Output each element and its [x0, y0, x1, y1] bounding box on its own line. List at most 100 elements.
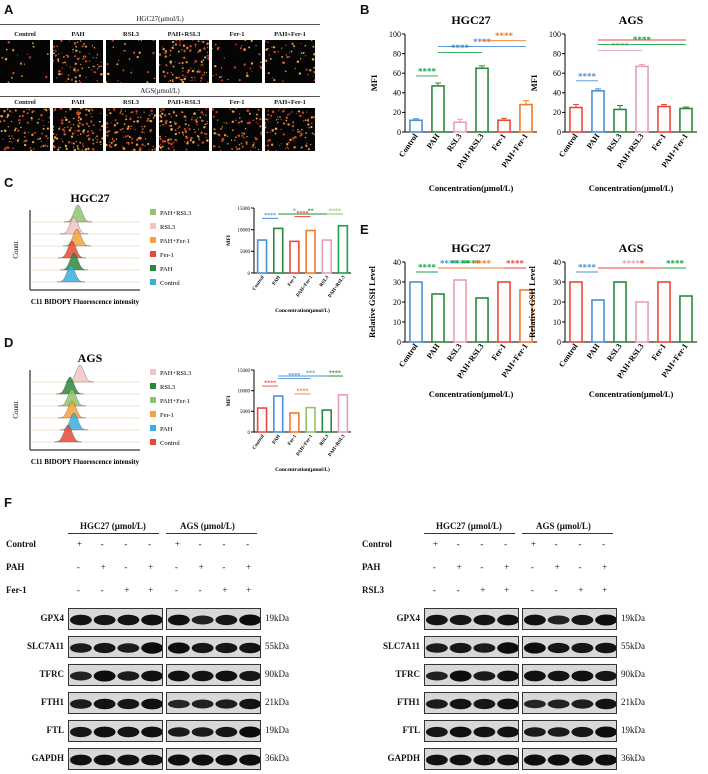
bar-1: [431, 85, 445, 133]
wb-blot-strip: [522, 748, 617, 770]
micro-row2-title: AGS(μmol/L): [140, 87, 180, 95]
wb-sign: -: [148, 539, 152, 549]
wb-protein-label: FTH1: [396, 697, 420, 707]
legend-swatch: [150, 223, 156, 229]
wb-condition-label: Fer-1: [6, 585, 27, 595]
y-tick-label: 10: [553, 318, 561, 327]
bar-2: [453, 121, 467, 133]
wb-protein-label: GPX4: [396, 613, 421, 623]
bar-0: [569, 281, 583, 343]
wb-header-underline: [68, 533, 159, 534]
micro-label: Fer-1: [229, 99, 245, 106]
wb-protein-label: GAPDH: [31, 753, 65, 763]
wb-protein-label: FTH1: [40, 697, 64, 707]
micro-image-ags-4: Fer-1: [211, 99, 263, 152]
panel-label-b: B: [360, 2, 370, 17]
wb-sign: -: [480, 562, 484, 572]
wb-sign: +: [504, 562, 510, 572]
category-label: RSL3: [445, 132, 464, 153]
x-axis-label: Concentration(μmol/L): [275, 307, 330, 314]
significance-label: ****: [473, 259, 492, 269]
wb-sign: +: [602, 585, 608, 595]
y-tick-label: 15000: [238, 369, 251, 374]
flow-x-label: C11 BIDOPY Fluorescence intensity: [31, 298, 140, 306]
y-tick-label: 60: [393, 69, 401, 78]
wb-size-label: 55kDa: [621, 641, 645, 651]
chart-title: AGS: [619, 13, 644, 27]
y-tick-label: 40: [553, 258, 561, 267]
significance-label: *: [640, 259, 645, 269]
significance-label: ***: [306, 371, 315, 377]
micro-label: PAH: [71, 99, 85, 106]
wb-protein-label: TFRC: [395, 669, 421, 679]
y-tick-label: 5000: [240, 410, 251, 415]
wb-condition-label: PAH: [362, 562, 381, 572]
category-label: Fer-1: [490, 342, 508, 362]
western-blot-left: HGC27 (μmol/L) AGS (μmol/L) Control + - - - + - -…: [0, 515, 352, 774]
y-tick-label: 40: [393, 258, 401, 267]
chart-title: HGC27: [451, 13, 490, 27]
wb-blot-strip: [166, 608, 261, 630]
flow-peak-4: [59, 252, 89, 271]
micro-dots: [1, 40, 49, 84]
significance-label: **: [308, 209, 314, 215]
y-tick-label: 0: [248, 272, 251, 277]
micro-image-ags-5: PAH+Fer-1: [264, 99, 316, 152]
micro-label: Control: [14, 31, 36, 38]
flow-peak-2: [62, 228, 92, 247]
x-axis-label: Concentration(μmol/L): [589, 389, 674, 399]
category-label: PAH+RSL3: [328, 275, 347, 299]
wb-sign: -: [504, 539, 508, 549]
y-tick-label: 10000: [238, 228, 251, 233]
y-tick-label: 0: [248, 431, 251, 436]
y-tick-label: 20: [553, 298, 561, 307]
micro-row1-title: HGC27(μmol/L): [136, 15, 184, 23]
micro-image-hgc-0: Control: [0, 31, 50, 84]
legend-label: Control: [160, 280, 180, 287]
micro-dots: [158, 108, 209, 151]
significance-label: ****: [329, 209, 341, 215]
wb-sign: -: [530, 585, 534, 595]
bar-1: [273, 395, 284, 433]
legend-swatch: [150, 439, 156, 445]
y-tick-label: 80: [393, 49, 401, 58]
wb-sign: +: [530, 539, 536, 549]
wb-sign: +: [456, 562, 462, 572]
x-axis-label: Concentration(μmol/L): [429, 389, 514, 399]
wb-header-underline: [166, 533, 257, 534]
bar-2: [289, 240, 300, 274]
wb-sign: +: [480, 585, 486, 595]
y-tick-label: 30: [553, 278, 561, 287]
micro-dots: [52, 106, 104, 152]
bar-0: [256, 407, 268, 433]
wb-sign: +: [148, 562, 154, 572]
micro-image-hgc-4: Fer-1: [211, 31, 263, 83]
significance-label: ****: [495, 31, 514, 41]
wb-size-label: 90kDa: [621, 669, 645, 679]
wb-blot-strip: [522, 664, 617, 686]
significance-label: ****: [264, 381, 276, 387]
wb-blot-strip: [68, 748, 163, 770]
flow-histogram-ags: AGS Count C11 BIDOPY Fluorescence intensit…: [12, 351, 191, 466]
wb-sign: +: [554, 562, 560, 572]
flow-peak-4: [59, 412, 89, 431]
micro-row2-line: [0, 96, 320, 97]
wb-condition-label: PAH: [6, 562, 25, 572]
wb-sign: -: [198, 539, 202, 549]
bar-3: [305, 406, 316, 433]
bar-5: [679, 107, 693, 133]
wb-blot-strip: [68, 692, 163, 714]
significance-label: ****: [611, 41, 630, 51]
legend-label: Control: [160, 440, 180, 447]
wb-header-hgc27: HGC27 (μmol/L): [80, 521, 146, 531]
significance-label: ****: [578, 71, 597, 81]
y-tick-label: 20: [393, 108, 401, 117]
wb-protein-label: FTL: [46, 725, 64, 735]
legend-label: PAH+RSL3: [160, 210, 191, 217]
micro-label: RSL3: [123, 31, 139, 38]
flow-peak-0: [63, 204, 93, 223]
category-label: PAH: [272, 434, 282, 445]
